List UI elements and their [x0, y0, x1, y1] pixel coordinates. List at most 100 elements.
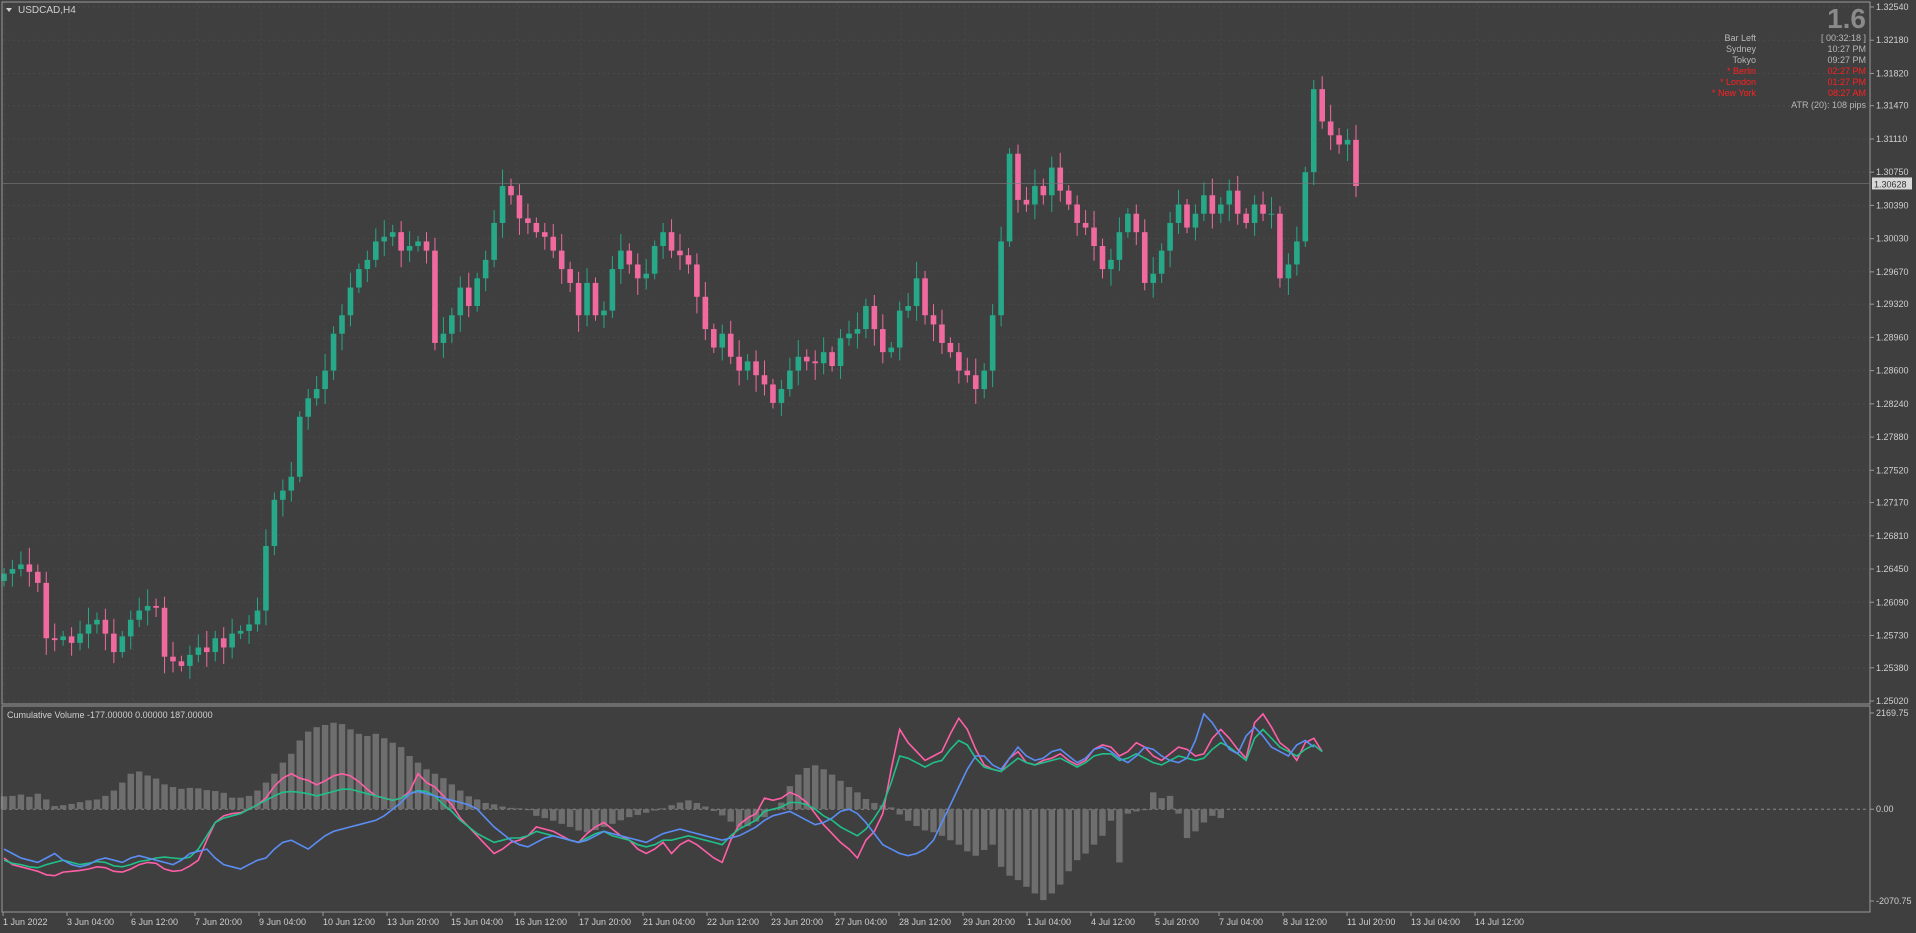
- candle-bear: [626, 250, 633, 265]
- candle-bull: [1251, 204, 1258, 223]
- symbol-title: USDCAD,H4: [18, 5, 76, 16]
- candle-bull: [85, 624, 92, 634]
- candle-bear: [753, 361, 759, 376]
- candle-bear: [592, 282, 599, 316]
- candle-bull: [77, 633, 83, 643]
- candle-bear: [812, 361, 818, 364]
- candle-bear: [1133, 213, 1140, 233]
- volume-bar: [1183, 809, 1191, 839]
- candle-bull: [229, 633, 235, 648]
- candle-bull: [280, 490, 286, 500]
- volume-bar: [516, 808, 523, 810]
- candle-bull: [643, 273, 649, 279]
- price-tick-label: 1.28240: [1876, 399, 1909, 409]
- volume-bar: [93, 799, 101, 810]
- volume-bar: [533, 809, 540, 816]
- volume-bar: [845, 787, 853, 810]
- candle-bull: [863, 306, 869, 330]
- candle-bear: [668, 232, 675, 251]
- volume-bar: [1107, 809, 1115, 821]
- time-tick-label: 7 Jun 20:00: [195, 917, 242, 927]
- volume-bar: [68, 803, 75, 810]
- candle-bull: [1, 573, 7, 582]
- candle-bear: [1040, 186, 1047, 196]
- volume-bar: [34, 793, 41, 810]
- volume-bar: [972, 809, 979, 856]
- symbol-header[interactable]: USDCAD,H4: [6, 5, 76, 16]
- candle-bull: [406, 246, 413, 251]
- candle-bull: [719, 333, 726, 348]
- volume-bar: [879, 805, 886, 810]
- candle-bull: [744, 361, 751, 371]
- candle-bear: [1057, 167, 1064, 191]
- candle-bull: [618, 250, 624, 270]
- volume-bar: [761, 809, 768, 818]
- volume-bar: [254, 790, 261, 810]
- volume-bar: [110, 790, 118, 810]
- time-tick-label: 16 Jun 12:00: [515, 917, 567, 927]
- volume-bar: [364, 736, 371, 810]
- volume-bar: [786, 786, 794, 810]
- time-tick-label: 5 Jul 20:00: [1155, 917, 1199, 927]
- volume-bar: [9, 795, 16, 810]
- candle-bear: [964, 370, 971, 376]
- candle-bear: [465, 287, 472, 307]
- candle-bear: [829, 352, 835, 366]
- candle-bull: [60, 636, 66, 641]
- candle-bear: [542, 232, 548, 237]
- candle-bull: [896, 310, 903, 348]
- volume-bar: [1014, 809, 1022, 881]
- candle-bull: [119, 636, 126, 653]
- volume-bar: [651, 809, 658, 811]
- indicator-tick-label: 2169.75: [1876, 708, 1909, 718]
- volume-bar: [431, 773, 439, 810]
- volume-bar: [499, 806, 506, 810]
- volume-bar: [871, 802, 878, 810]
- time-tick-label: 27 Jun 04:00: [835, 917, 887, 927]
- volume-bar: [169, 787, 177, 810]
- volume-bar: [592, 809, 599, 831]
- candle-bear: [161, 607, 168, 657]
- triangle-down-icon[interactable]: [6, 8, 12, 12]
- price-tick-label: 1.25730: [1876, 630, 1909, 640]
- candle-bull: [913, 278, 920, 307]
- volume-bar: [997, 809, 1005, 867]
- time-tick-label: 1 Jun 2022: [3, 917, 48, 927]
- volume-bar: [685, 800, 692, 810]
- candle-bull: [195, 647, 202, 655]
- volume-bar: [414, 762, 422, 810]
- price-tick-label: 1.31820: [1876, 68, 1909, 78]
- volume-bar: [228, 797, 236, 810]
- candle-bear: [1327, 121, 1334, 136]
- candle-bull: [347, 287, 354, 316]
- volume-bar: [338, 724, 346, 810]
- volume-bar: [482, 802, 489, 810]
- candle-bear: [525, 218, 531, 223]
- indicator-title: Cumulative Volume -177.00000 0.00000 187…: [7, 710, 213, 720]
- volume-bar: [947, 809, 954, 841]
- candle-bear: [26, 564, 33, 572]
- volume-bar: [955, 809, 963, 845]
- candle-bear: [947, 342, 954, 353]
- info-row-label: * London: [1720, 77, 1756, 87]
- time-tick-label: 14 Jul 12:00: [1475, 917, 1524, 927]
- candle-bull: [187, 654, 193, 666]
- volume-bar: [575, 809, 582, 831]
- time-tick-label: 8 Jul 12:00: [1283, 917, 1327, 927]
- candle-bull: [313, 389, 320, 399]
- candle-bear: [68, 636, 75, 643]
- info-row-label: Bar Left: [1724, 33, 1756, 43]
- volume-bar: [643, 809, 650, 813]
- candle-bear: [1353, 139, 1359, 187]
- blue-line: [3, 712, 1315, 870]
- volume-bar: [389, 742, 396, 810]
- candle-bull: [609, 269, 616, 311]
- volume-bar: [119, 782, 126, 810]
- volume-bar: [626, 809, 633, 818]
- volume-bar: [1133, 809, 1140, 812]
- candle-bull: [254, 610, 261, 625]
- candle-bull: [1125, 213, 1131, 233]
- candle-bull: [373, 241, 379, 260]
- info-row-value: 01:27 PM: [1827, 77, 1866, 87]
